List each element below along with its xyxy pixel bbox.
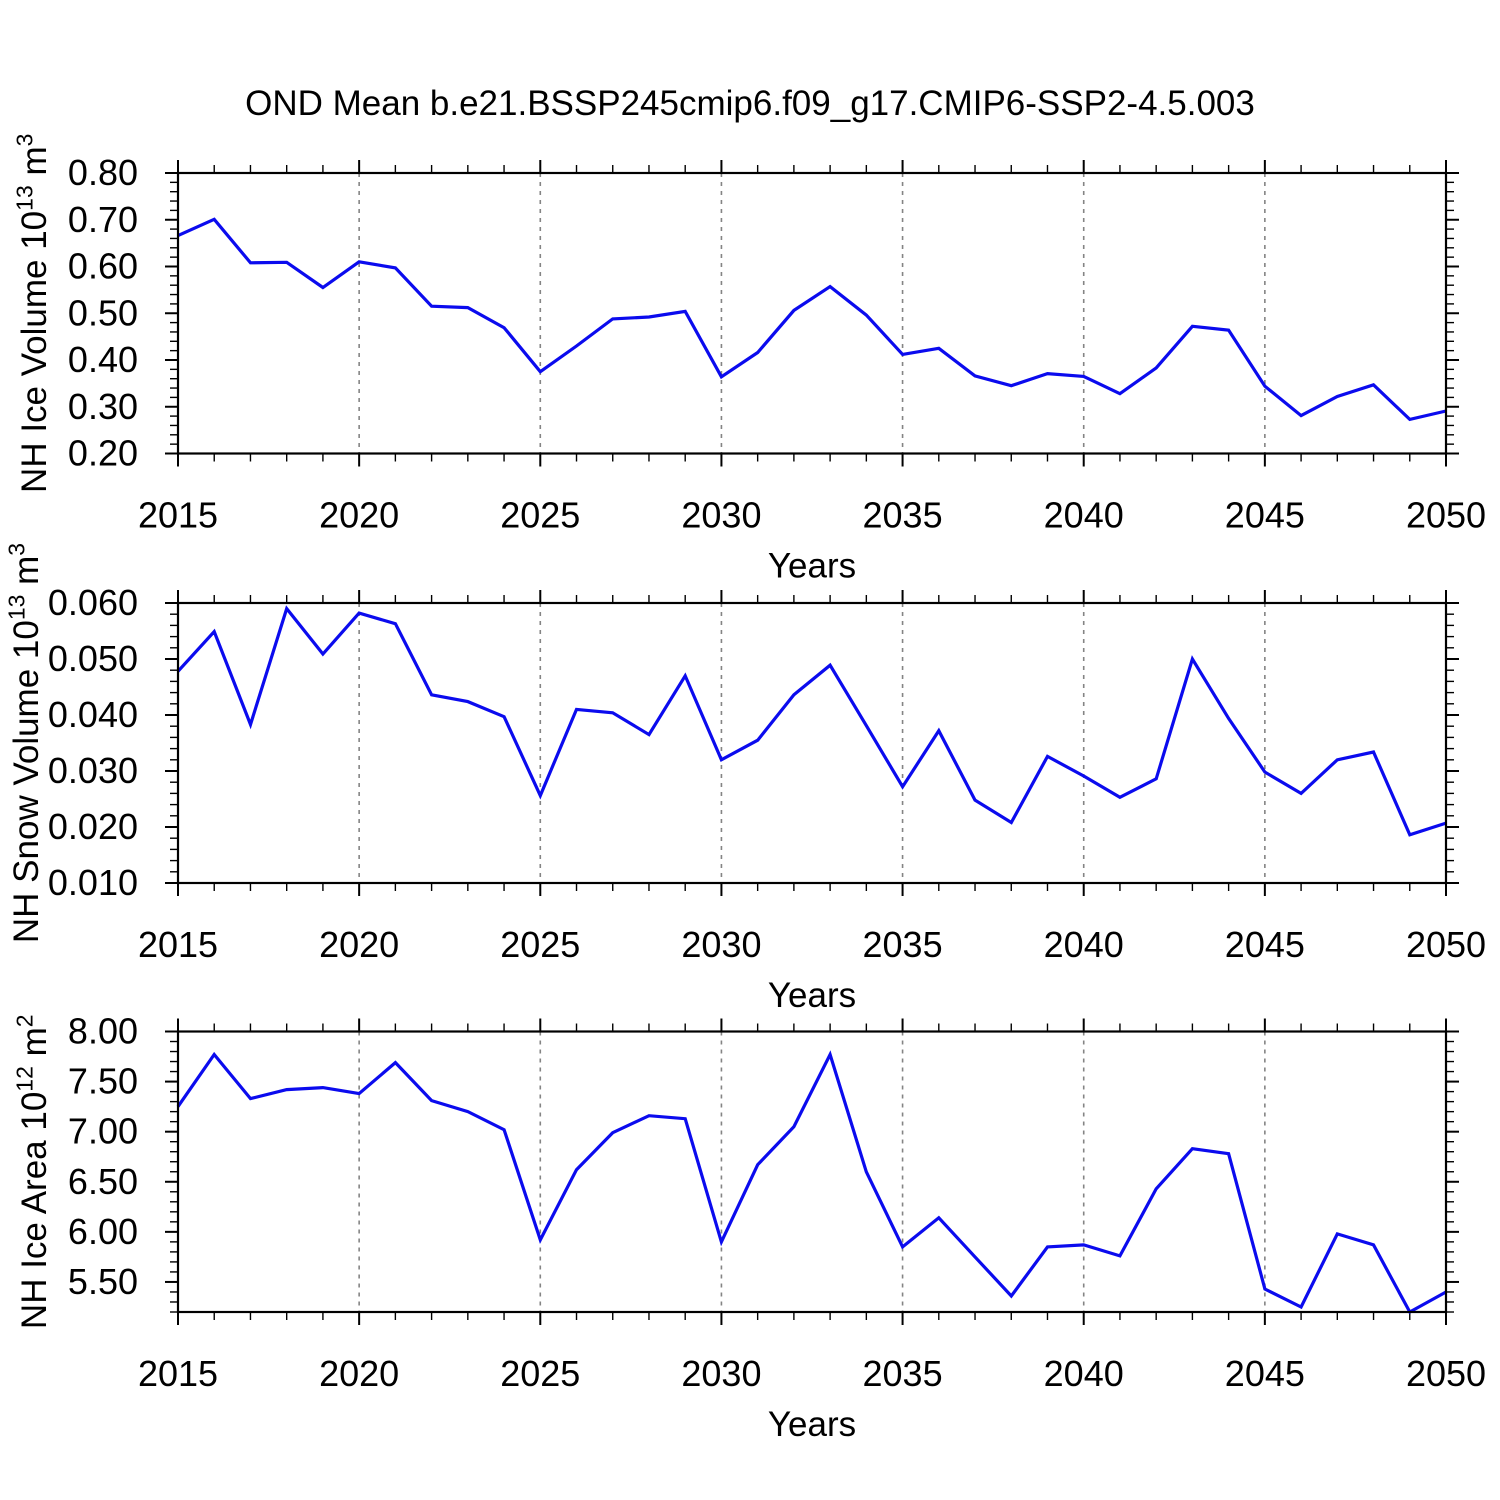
x-tick-label: 2035 xyxy=(863,924,943,965)
y-tick-label: 6.50 xyxy=(68,1161,138,1202)
x-tick-label: 2035 xyxy=(863,495,943,536)
y-tick-label: 6.00 xyxy=(68,1211,138,1252)
y-tick-label: 0.060 xyxy=(48,582,138,623)
x-tick-label: 2020 xyxy=(319,1353,399,1394)
x-tick-label: 2040 xyxy=(1044,1353,1124,1394)
x-tick-label: 2025 xyxy=(500,1353,580,1394)
y-tick-label: 0.80 xyxy=(68,152,138,193)
y-tick-label: 8.00 xyxy=(68,1011,138,1052)
x-tick-label: 2050 xyxy=(1406,924,1486,965)
x-tick-label: 2030 xyxy=(681,1353,761,1394)
panel-border xyxy=(176,601,1448,885)
x-tick-label: 2020 xyxy=(319,924,399,965)
x-tick-label: 2015 xyxy=(138,924,218,965)
y-axis-title: NH Snow Volume 1013 m3 xyxy=(4,543,46,943)
y-tick-label: 0.30 xyxy=(68,386,138,427)
panel-border xyxy=(176,1030,1448,1314)
y-tick-label: 0.020 xyxy=(48,806,138,847)
y-tick-label: 7.50 xyxy=(68,1061,138,1102)
y-tick-label: 0.030 xyxy=(48,750,138,791)
y-tick-label: 0.70 xyxy=(68,199,138,240)
x-tick-label: 2050 xyxy=(1406,1353,1486,1394)
x-axis-title: Years xyxy=(768,1405,856,1444)
x-tick-label: 2025 xyxy=(500,924,580,965)
y-axis-title: NH Ice Area 1012 m2 xyxy=(12,1014,54,1329)
chart-title: OND Mean b.e21.BSSP245cmip6.f09_g17.CMIP… xyxy=(245,84,1255,123)
y-tick-label: 0.050 xyxy=(48,638,138,679)
x-tick-label: 2015 xyxy=(138,1353,218,1394)
data-line xyxy=(176,605,1447,837)
panel-2: 0.010 0.020 0.030 0.040 0.050 0.060 2015 2020 20… xyxy=(4,543,1486,1015)
x-tick-label: 2035 xyxy=(863,1353,943,1394)
y-tick-label: 0.50 xyxy=(68,292,138,333)
y-tick-label: 5.50 xyxy=(68,1261,138,1302)
y-axis-title: NH Ice Volume 1013 m3 xyxy=(12,134,54,493)
x-tick-label: 2030 xyxy=(681,495,761,536)
x-tick-label: 2040 xyxy=(1044,924,1124,965)
x-tick-label: 2015 xyxy=(138,495,218,536)
x-tick-label: 2045 xyxy=(1225,495,1305,536)
x-tick-label: 2020 xyxy=(319,495,399,536)
panel-1: 0.20 0.30 0.40 0.50 0.60 0.70 0.80 2015 2020 2025… xyxy=(12,134,1486,586)
y-tick-label: 0.040 xyxy=(48,694,138,735)
x-axis-title: Years xyxy=(768,976,856,1015)
data-line xyxy=(176,1050,1447,1315)
data-line xyxy=(177,217,1447,422)
panel-border xyxy=(176,171,1448,455)
x-tick-label: 2030 xyxy=(681,924,761,965)
x-tick-label: 2045 xyxy=(1225,1353,1305,1394)
y-tick-label: 0.40 xyxy=(68,339,138,380)
x-tick-label: 2025 xyxy=(500,495,580,536)
x-tick-label: 2050 xyxy=(1406,495,1486,536)
x-axis-title: Years xyxy=(768,547,856,586)
x-tick-label: 2045 xyxy=(1225,924,1305,965)
y-tick-label: 0.010 xyxy=(48,862,138,903)
y-tick-label: 0.60 xyxy=(68,246,138,287)
y-tick-label: 7.00 xyxy=(68,1111,138,1152)
y-tick-label: 0.20 xyxy=(68,433,138,474)
panel-3: 5.50 6.00 6.50 7.00 7.50 8.00 2015 2020 2025 2030… xyxy=(12,1011,1486,1445)
x-tick-label: 2040 xyxy=(1044,495,1124,536)
